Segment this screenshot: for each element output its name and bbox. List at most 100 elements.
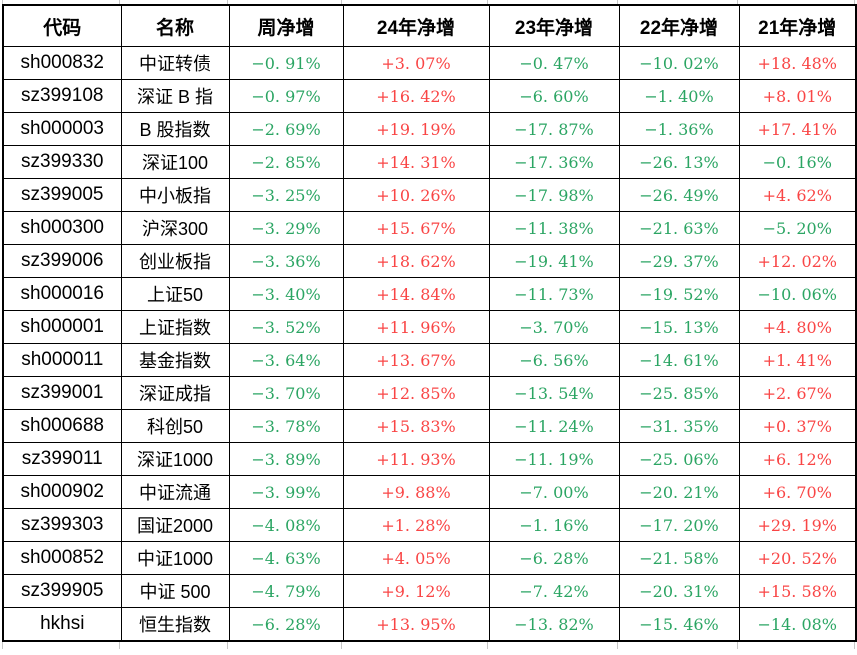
table-body: sh000832 中证转债 −0. 91% +3. 07% −0. 47% −10. 02… bbox=[2, 46, 857, 642]
pct-value: −3. 25% bbox=[228, 178, 344, 212]
pct-value: −6. 28% bbox=[488, 541, 620, 575]
gridline-tick bbox=[342, 0, 488, 4]
index-name: 沪深300 bbox=[120, 211, 230, 245]
index-name: 中小板指 bbox=[120, 178, 230, 212]
pct-value: −0. 47% bbox=[488, 46, 620, 80]
index-name: 上证指数 bbox=[120, 310, 230, 344]
gridline-tick bbox=[738, 0, 855, 4]
pct-value: −17. 36% bbox=[488, 145, 620, 179]
pct-value: +9. 12% bbox=[342, 574, 490, 608]
pct-value: −17. 20% bbox=[618, 508, 740, 542]
pct-value: −25. 06% bbox=[618, 442, 740, 476]
pct-value: −11. 19% bbox=[488, 442, 620, 476]
pct-value: +17. 41% bbox=[738, 112, 857, 146]
pct-value: +11. 96% bbox=[342, 310, 490, 344]
pct-value: −14. 61% bbox=[618, 343, 740, 377]
table-row: sz399303 国证2000 −4. 08% +1. 28% −1. 16% −17. … bbox=[2, 508, 857, 542]
index-code: sh000852 bbox=[2, 541, 122, 575]
pct-value: +15. 83% bbox=[342, 409, 490, 443]
pct-value: −13. 82% bbox=[488, 607, 620, 642]
index-name: 中证1000 bbox=[120, 541, 230, 575]
header-row: 代码 名称 周净增 24年净增 23年净增 22年净增 21年净增 bbox=[2, 4, 857, 47]
pct-value: +13. 67% bbox=[342, 343, 490, 377]
pct-value: −10. 06% bbox=[738, 277, 857, 311]
pct-value: +3. 07% bbox=[342, 46, 490, 80]
index-name: 创业板指 bbox=[120, 244, 230, 278]
pct-value: −21. 58% bbox=[618, 541, 740, 575]
index-name: 中证 500 bbox=[120, 574, 230, 608]
pct-value: −15. 46% bbox=[618, 607, 740, 642]
pct-value: −11. 24% bbox=[488, 409, 620, 443]
pct-value: −26. 13% bbox=[618, 145, 740, 179]
index-name: B 股指数 bbox=[120, 112, 230, 146]
table-row: sh000902 中证流通 −3. 99% +9. 88% −7. 00% −20. 21… bbox=[2, 475, 857, 509]
gridline-strip-top bbox=[2, 0, 855, 4]
pct-value: −11. 38% bbox=[488, 211, 620, 245]
table-row: sh000011 基金指数 −3. 64% +13. 67% −6. 56% −14. 6… bbox=[2, 343, 857, 377]
index-code: sh000688 bbox=[2, 409, 122, 443]
gridline-tick bbox=[2, 642, 120, 649]
pct-value: −3. 29% bbox=[228, 211, 344, 245]
table-row: sh000001 上证指数 −3. 52% +11. 96% −3. 70% −15. 1… bbox=[2, 310, 857, 344]
index-name: 上证50 bbox=[120, 277, 230, 311]
pct-value: −2. 69% bbox=[228, 112, 344, 146]
gridline-tick bbox=[738, 642, 855, 649]
pct-value: −1. 36% bbox=[618, 112, 740, 146]
pct-value: +15. 67% bbox=[342, 211, 490, 245]
pct-value: −0. 97% bbox=[228, 79, 344, 113]
gridline-tick bbox=[618, 642, 738, 649]
pct-value: −20. 21% bbox=[618, 475, 740, 509]
pct-value: −3. 70% bbox=[488, 310, 620, 344]
column-header: 周净增 bbox=[228, 4, 344, 47]
index-code: sz399905 bbox=[2, 574, 122, 608]
pct-value: +12. 02% bbox=[738, 244, 857, 278]
pct-value: +0. 37% bbox=[738, 409, 857, 443]
index-code: sh000902 bbox=[2, 475, 122, 509]
pct-value: +18. 62% bbox=[342, 244, 490, 278]
index-code: sz399005 bbox=[2, 178, 122, 212]
index-code: sz399330 bbox=[2, 145, 122, 179]
pct-value: +9. 88% bbox=[342, 475, 490, 509]
pct-value: +10. 26% bbox=[342, 178, 490, 212]
index-name: 深证100 bbox=[120, 145, 230, 179]
table-row: sz399905 中证 500 −4. 79% +9. 12% −7. 42% −20. … bbox=[2, 574, 857, 608]
table-row: sz399108 深证 B 指 −0. 97% +16. 42% −6. 60% −1. … bbox=[2, 79, 857, 113]
pct-value: −19. 52% bbox=[618, 277, 740, 311]
index-name: 国证2000 bbox=[120, 508, 230, 542]
table-row: sz399001 深证成指 −3. 70% +12. 85% −13. 54% −25. … bbox=[2, 376, 857, 410]
pct-value: −6. 56% bbox=[488, 343, 620, 377]
gridline-tick bbox=[618, 0, 738, 4]
pct-value: −25. 85% bbox=[618, 376, 740, 410]
pct-value: −5. 20% bbox=[738, 211, 857, 245]
pct-value: +12. 85% bbox=[342, 376, 490, 410]
gridline-tick bbox=[228, 642, 342, 649]
pct-value: −29. 37% bbox=[618, 244, 740, 278]
pct-value: −26. 49% bbox=[618, 178, 740, 212]
pct-value: +8. 01% bbox=[738, 79, 857, 113]
pct-value: −3. 78% bbox=[228, 409, 344, 443]
pct-value: −10. 02% bbox=[618, 46, 740, 80]
table-row: sz399330 深证100 −2. 85% +14. 31% −17. 36% −26.… bbox=[2, 145, 857, 179]
column-header: 名称 bbox=[120, 4, 230, 47]
pct-value: −4. 63% bbox=[228, 541, 344, 575]
index-name: 中证流通 bbox=[120, 475, 230, 509]
index-code: sh000011 bbox=[2, 343, 122, 377]
gridline-strip-bottom bbox=[2, 642, 855, 649]
pct-value: −21. 63% bbox=[618, 211, 740, 245]
index-code: sz399006 bbox=[2, 244, 122, 278]
pct-value: −1. 16% bbox=[488, 508, 620, 542]
pct-value: +14. 31% bbox=[342, 145, 490, 179]
index-code: sz399303 bbox=[2, 508, 122, 542]
pct-value: −3. 36% bbox=[228, 244, 344, 278]
index-code: sh000016 bbox=[2, 277, 122, 311]
pct-value: +1. 28% bbox=[342, 508, 490, 542]
pct-value: +1. 41% bbox=[738, 343, 857, 377]
table-row: sh000852 中证1000 −4. 63% +4. 05% −6. 28% −21. … bbox=[2, 541, 857, 575]
column-header: 24年净增 bbox=[342, 4, 490, 47]
pct-value: −4. 08% bbox=[228, 508, 344, 542]
pct-value: +18. 48% bbox=[738, 46, 857, 80]
index-name: 科创50 bbox=[120, 409, 230, 443]
index-name: 恒生指数 bbox=[120, 607, 230, 642]
pct-value: −7. 42% bbox=[488, 574, 620, 608]
